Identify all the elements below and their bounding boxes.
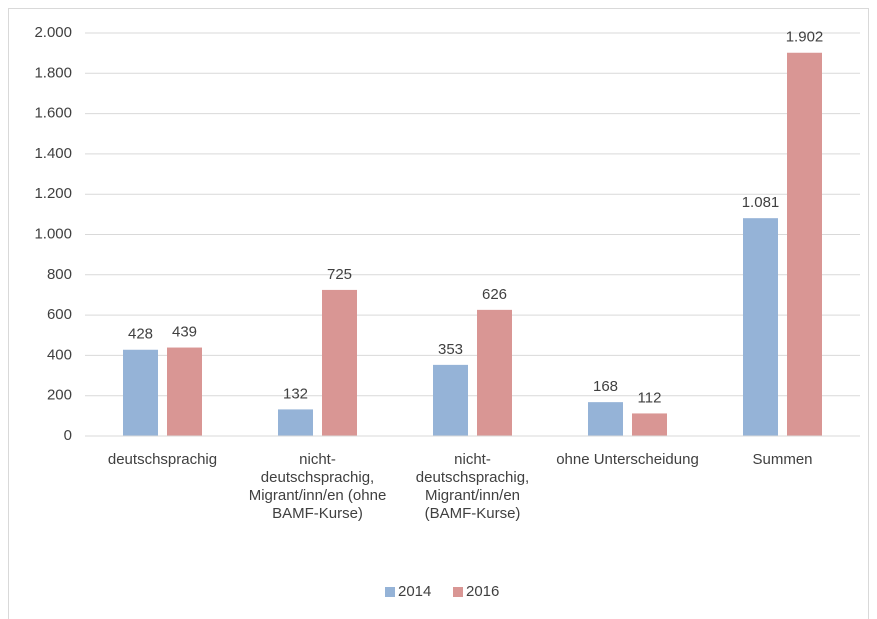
bar <box>632 413 667 436</box>
bar <box>433 364 468 436</box>
bar <box>123 349 158 436</box>
bar <box>588 402 623 436</box>
bar <box>477 309 512 436</box>
y-tick-label: 0 <box>64 427 72 444</box>
y-tick-label: 1.400 <box>34 145 72 162</box>
x-tick-label: Summen <box>752 451 813 468</box>
y-tick-label: 800 <box>47 266 72 283</box>
y-tick-label: 600 <box>47 306 72 323</box>
bar <box>787 52 822 436</box>
bar <box>322 289 357 436</box>
data-label: 725 <box>327 266 352 283</box>
legend-label: 2014 <box>398 583 431 600</box>
y-tick-label: 1.000 <box>34 225 72 242</box>
y-tick-label: 1.800 <box>34 64 72 81</box>
y-tick-label: 400 <box>47 346 72 363</box>
data-label: 439 <box>172 324 197 341</box>
x-tick-label: nicht-deutschsprachig, Migrant/inn/en (B… <box>415 451 530 522</box>
data-label: 132 <box>283 385 308 402</box>
legend-swatch <box>385 587 395 597</box>
data-label: 112 <box>638 389 662 406</box>
data-label: 428 <box>128 326 153 343</box>
chart-border <box>8 8 869 619</box>
x-tick-label: nicht-deutschsprachig, Migrant/inn/en (o… <box>248 451 387 522</box>
x-tick-label: deutschsprachig <box>107 451 218 468</box>
data-label: 353 <box>438 341 463 358</box>
data-label: 168 <box>593 378 618 395</box>
bar <box>167 347 202 436</box>
y-tick-label: 1.200 <box>34 185 72 202</box>
x-tick-label: ohne Unterscheidung <box>556 451 699 468</box>
bar <box>278 409 313 436</box>
legend-swatch <box>453 587 463 597</box>
data-label: 1.902 <box>786 29 824 46</box>
legend-label: 2016 <box>466 583 499 600</box>
data-label: 1.081 <box>742 194 780 211</box>
y-tick-label: 1.600 <box>34 105 72 122</box>
data-label: 626 <box>482 286 507 303</box>
y-tick-label: 2.000 <box>34 24 72 41</box>
y-tick-label: 200 <box>47 387 72 404</box>
bar <box>743 218 778 436</box>
